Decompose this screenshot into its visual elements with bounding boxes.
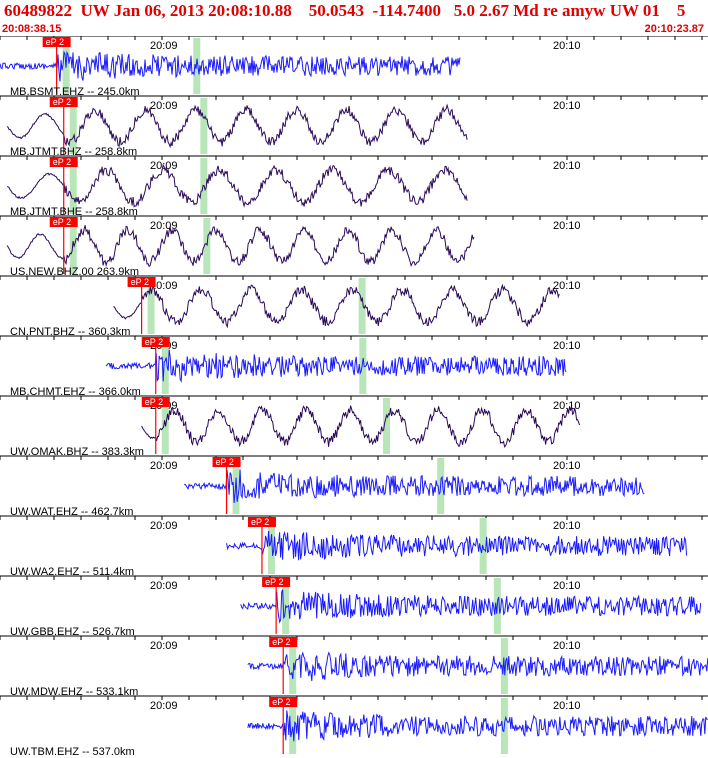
window-marker: [359, 338, 367, 394]
station-label: MB.JTMT.BHZ -- 258.8km: [10, 146, 137, 158]
time-label-2010: 20:10: [553, 700, 581, 712]
window-marker: [203, 218, 211, 274]
time-label-2010: 20:10: [553, 100, 581, 112]
station-label: UW.TBM.EHZ -- 537.0km: [10, 746, 135, 758]
time-label-2009: 20:09: [150, 580, 178, 592]
waveform: [6, 225, 475, 268]
waveform: [247, 651, 708, 681]
waveform: [226, 530, 688, 561]
waveform: [184, 469, 645, 504]
pick-label: eP 2: [265, 577, 283, 587]
trace-row[interactable]: 20:09 20:10 eP 2 MB.JTMT.BHZ -- 258.8km: [0, 95, 708, 158]
time-label-2009: 20:09: [150, 100, 178, 112]
time-label-2010: 20:10: [553, 280, 581, 292]
trace-row[interactable]: 20:09 20:10 eP 2 UW.GBB.EHZ -- 526.7km: [0, 575, 708, 638]
pick-label: eP 2: [46, 37, 64, 47]
waveform: [7, 163, 468, 208]
station-label: MB.BSMT.EHZ -- 245.0km: [10, 86, 140, 98]
pick-tag[interactable]: [49, 157, 78, 167]
pick-label: eP 2: [251, 517, 269, 527]
time-label-2010: 20:10: [553, 460, 581, 472]
time-label-2010: 20:10: [553, 520, 581, 532]
window-marker: [267, 518, 275, 574]
waveform: [247, 710, 708, 742]
time-label-2009: 20:09: [150, 640, 178, 652]
time-label-2010: 20:10: [553, 640, 581, 652]
pick-tag[interactable]: [141, 397, 170, 407]
station-label: US.NEW.BHZ.00 263.9km: [10, 266, 139, 278]
time-label-2009: 20:09: [150, 40, 178, 52]
trace-row[interactable]: 20:09 20:10 eP 2 MB.BSMT.EHZ -- 245.0km: [0, 36, 708, 98]
station-label: UW.MDW.EHZ -- 533.1km: [10, 686, 138, 698]
station-label: CN.PNT.BHZ -- 360.3km: [10, 326, 130, 338]
station-label: MB.JTMT.BHE -- 258.8km: [10, 206, 138, 218]
time-label-2009: 20:09: [150, 460, 178, 472]
waveform: [113, 283, 560, 329]
pick-label: eP 2: [272, 697, 290, 707]
pick-tag[interactable]: [42, 37, 71, 47]
pick-label: eP 2: [145, 397, 163, 407]
trace-row[interactable]: 20:09 20:10 eP 2 UW.MDW.EHZ -- 533.1km: [0, 635, 708, 698]
window-marker: [193, 38, 201, 94]
waveform: [105, 349, 567, 383]
pick-tag[interactable]: [49, 97, 78, 107]
window-marker: [289, 638, 297, 694]
trace-row[interactable]: 20:09 20:10 eP 2 CN.PNT.BHZ -- 360.3km: [0, 275, 708, 338]
waveform: [0, 50, 461, 82]
time-label-2010: 20:10: [553, 340, 581, 352]
window-marker: [69, 158, 77, 214]
time-label-2009: 20:09: [150, 700, 178, 712]
time-label-2010: 20:10: [553, 220, 581, 232]
time-label-2010: 20:10: [553, 400, 581, 412]
window-marker: [147, 278, 155, 334]
time-label-2010: 20:10: [553, 40, 581, 52]
time-label-2009: 20:09: [150, 520, 178, 532]
time-label-2010: 20:10: [553, 580, 581, 592]
station-label: UW.WA2.EHZ -- 511.4km: [10, 566, 134, 578]
pick-label: eP 2: [53, 97, 71, 107]
trace-row[interactable]: 20:09 20:10 eP 2 UW.WA2.EHZ -- 511.4km: [0, 515, 708, 578]
station-label: UW.OMAK.BHZ -- 383.3km: [10, 446, 144, 458]
window-marker: [358, 278, 366, 334]
pick-tag[interactable]: [212, 457, 241, 467]
seismogram-panel[interactable]: 20:09 20:10 eP 2 MB.BSMT.EHZ -- 245.0km 20:0…: [0, 36, 708, 758]
window-marker: [200, 98, 208, 154]
station-label: MB.CHMT.EHZ -- 366.0km: [10, 386, 141, 398]
waveform: [240, 589, 702, 624]
pick-label: eP 2: [272, 637, 290, 647]
end-time: 20:10:23.87: [644, 23, 704, 35]
window-marker: [69, 218, 77, 274]
time-label-2010: 20:10: [553, 160, 581, 172]
trace-row[interactable]: 20:09 20:10 eP 2 UW.WAT.EHZ -- 462.7km: [0, 455, 708, 518]
window-marker: [383, 398, 391, 454]
pick-label: eP 2: [131, 277, 149, 287]
pick-label: eP 2: [53, 157, 71, 167]
station-label: UW.GBB.EHZ -- 526.7km: [10, 626, 135, 638]
event-title: 60489822 UW Jan 06, 2013 20:08:10.88 50.…: [4, 1, 686, 20]
window-marker: [289, 698, 297, 754]
trace-row[interactable]: 20:09 20:10 eP 2 UW.TBM.EHZ -- 537.0km: [0, 695, 708, 758]
pick-tag[interactable]: [269, 637, 298, 647]
waveform: [6, 103, 468, 149]
pick-tag[interactable]: [127, 277, 156, 287]
pick-tag[interactable]: [141, 337, 170, 347]
pick-label: eP 2: [216, 457, 234, 467]
pick-tag[interactable]: [247, 517, 276, 527]
window-marker: [161, 338, 169, 394]
pick-tag[interactable]: [269, 697, 298, 707]
pick-label: eP 2: [53, 217, 71, 227]
time-label-2009: 20:09: [150, 280, 178, 292]
station-label: UW.WAT.EHZ -- 462.7km: [10, 506, 133, 518]
pick-label: eP 2: [145, 337, 163, 347]
pick-tag[interactable]: [49, 217, 78, 227]
window-marker: [69, 98, 77, 154]
start-time: 20:08:38.15: [2, 23, 62, 35]
pick-tag[interactable]: [262, 577, 291, 587]
waveform: [141, 405, 581, 448]
